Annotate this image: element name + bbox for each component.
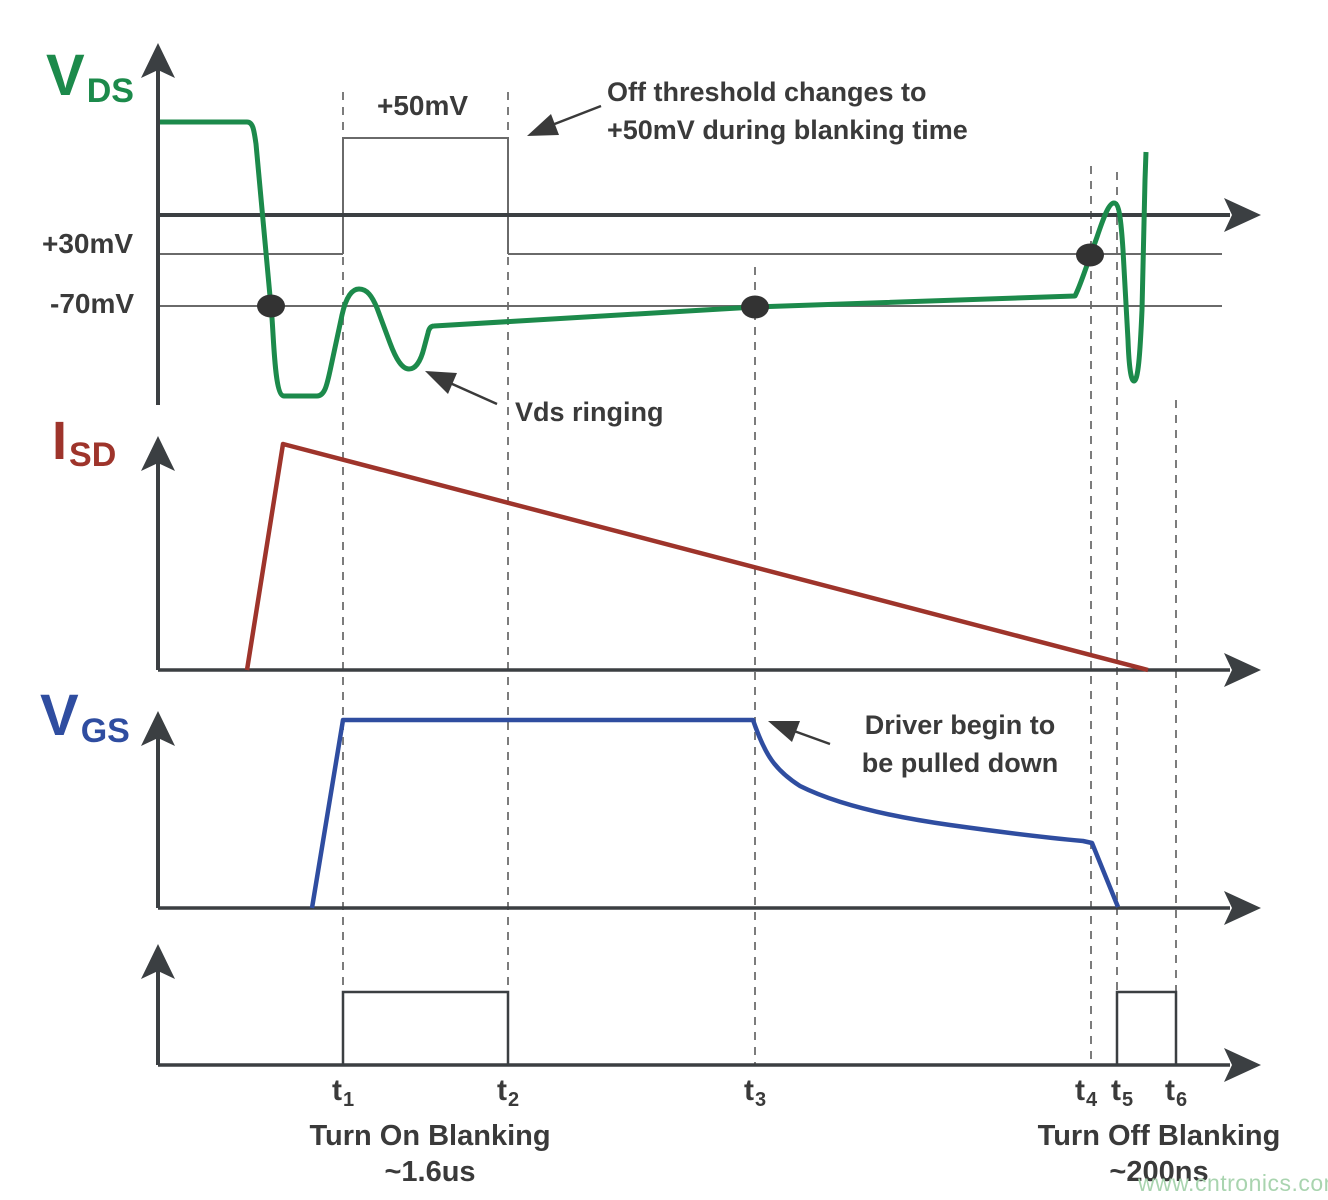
watermark: www.cntronics.com <box>1138 1170 1328 1196</box>
isd-axis-label: ISD <box>52 411 117 475</box>
tick-label-t1: t1 <box>332 1074 354 1111</box>
tick-t1-base: t <box>331 1074 342 1107</box>
vds-waveform <box>160 119 1149 399</box>
tick-t2-sub: 2 <box>507 1089 520 1111</box>
tick-t6-base: t <box>1164 1074 1175 1107</box>
crossing-dot-t4 <box>1076 243 1104 267</box>
vgs-axis-label-sub: GS <box>80 712 130 751</box>
threshold-30mv-label: +30mV <box>42 228 134 259</box>
off-threshold-note-line1: Off threshold changes to <box>607 77 927 107</box>
turn-on-blanking-caption: Turn On Blanking ~1.6us <box>309 1118 550 1191</box>
turn-off-blanking-caption: Turn Off Blanking ~200ns <box>1038 1118 1281 1191</box>
vgs-y-axis-arrow-icon <box>141 711 175 746</box>
turn-off-blanking-line1: Turn Off Blanking <box>1037 1120 1281 1152</box>
ringing-arrow <box>449 381 498 406</box>
tick-label-t3: t3 <box>744 1074 766 1111</box>
turn-on-blanking-line1: Turn On Blanking <box>309 1120 551 1152</box>
tick-label-t6: t6 <box>1165 1074 1187 1111</box>
vds-axis-label-sub: DS <box>86 72 134 111</box>
crossing-dot-t3 <box>741 295 769 319</box>
isd-y-axis-arrow-icon <box>141 436 175 471</box>
tick-label-t4: t4 <box>1075 1074 1097 1111</box>
off-threshold-arrowhead-icon <box>527 114 559 136</box>
tick-t2-base: t <box>496 1074 507 1107</box>
tick-t3-base: t <box>743 1074 754 1107</box>
vgs-axis-label-base: V <box>40 683 79 748</box>
crossing-dot-turn-on <box>257 294 285 318</box>
driver-arrowhead-icon <box>768 721 800 742</box>
off-threshold-arrow <box>551 104 602 127</box>
vgs-waveform <box>309 717 1121 909</box>
turn-on-blanking-pulse <box>341 990 510 1065</box>
vds-axis-label: VDS <box>46 44 134 111</box>
off-threshold-note-line2: +50mV during blanking time <box>607 115 968 145</box>
threshold-70mv-label: -70mV <box>50 288 135 319</box>
ringing-arrowhead-icon <box>425 371 457 394</box>
tick-label-t5: t5 <box>1111 1074 1133 1111</box>
driver-note-line1: Driver begin to <box>864 710 1056 740</box>
tick-t4-base: t <box>1074 1074 1085 1107</box>
driver-note: Driver begin to be pulled down <box>845 706 1075 782</box>
off-threshold-note: Off threshold changes to +50mV during bl… <box>607 73 968 149</box>
vds-y-axis-arrow-icon <box>141 43 175 78</box>
timing-y-axis-arrow-icon <box>141 944 175 979</box>
turn-off-blanking-line2: ~200ns <box>1109 1156 1209 1189</box>
vgs-x-axis-arrow-icon <box>1224 891 1261 925</box>
tick-t5-base: t <box>1110 1074 1121 1107</box>
threshold-50mv-label: +50mV <box>377 90 469 121</box>
tick-label-t2: t2 <box>497 1074 519 1111</box>
turn-off-blanking-pulse <box>1115 990 1178 1065</box>
driver-note-line2: be pulled down <box>861 748 1059 778</box>
tick-t6-sub: 6 <box>1175 1089 1188 1111</box>
vds-x-axis-arrow-icon <box>1224 198 1261 232</box>
tick-t4-sub: 4 <box>1085 1089 1098 1111</box>
isd-x-axis-arrow-icon <box>1224 653 1261 687</box>
vds-axis-label-base: V <box>46 43 85 108</box>
vgs-axis-label: VGS <box>40 684 130 751</box>
isd-waveform <box>244 441 1149 673</box>
tick-t1-sub: 1 <box>342 1089 355 1111</box>
driver-arrow <box>793 729 831 746</box>
turn-on-blanking-line2: ~1.6us <box>384 1156 476 1189</box>
threshold-50mv-line <box>342 137 509 254</box>
ringing-note: Vds ringing <box>515 397 664 427</box>
tick-t5-sub: 5 <box>1121 1089 1134 1111</box>
timing-x-axis-arrow-icon <box>1224 1048 1261 1082</box>
isd-axis-label-sub: SD <box>69 436 117 475</box>
isd-axis-label-base: I <box>52 411 68 471</box>
tick-t3-sub: 3 <box>754 1089 767 1111</box>
